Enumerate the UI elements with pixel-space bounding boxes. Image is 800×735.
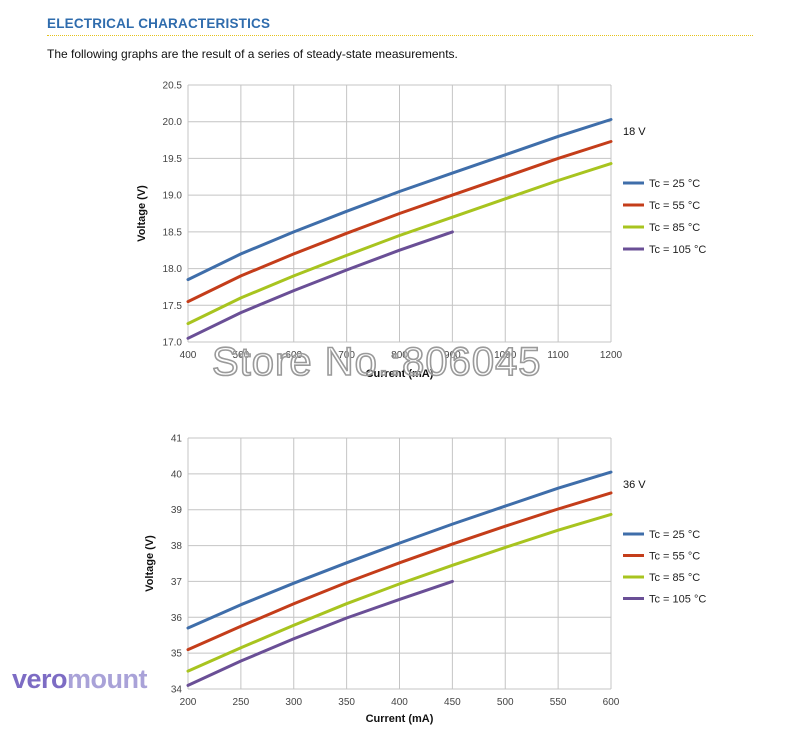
- y-tick-label: 40: [171, 469, 183, 480]
- brand-logo-part2: mount: [67, 664, 148, 694]
- x-tick-label: 800: [391, 350, 408, 361]
- x-tick-label: 700: [338, 350, 355, 361]
- x-tick-label: 900: [444, 350, 461, 361]
- y-tick-label: 38: [171, 541, 183, 552]
- x-tick-label: 350: [338, 697, 355, 708]
- x-tick-label: 200: [180, 697, 197, 708]
- y-tick-label: 35: [171, 649, 183, 660]
- legend-label: Tc = 85 °C: [649, 222, 700, 234]
- y-tick-label: 20.0: [163, 117, 183, 128]
- series-line: [186, 512, 613, 673]
- y-tick-label: 19.0: [163, 191, 183, 202]
- series-line: [186, 491, 613, 652]
- y-tick-label: 17.0: [163, 338, 183, 349]
- x-tick-label: 300: [285, 697, 302, 708]
- y-axis-label: Voltage (V): [136, 185, 148, 242]
- y-tick-label: 37: [171, 577, 183, 588]
- x-tick-label: 400: [180, 350, 197, 361]
- x-axis-label: Current (mA): [366, 368, 434, 380]
- y-tick-label: 39: [171, 505, 183, 516]
- series-line: [186, 579, 454, 687]
- x-tick-label: 400: [391, 697, 408, 708]
- voltage-annotation: 18 V: [623, 126, 646, 138]
- x-tick-label: 1000: [494, 350, 517, 361]
- legend-label: Tc = 25 °C: [649, 529, 700, 541]
- y-tick-label: 18.5: [163, 227, 183, 238]
- section-divider: [47, 35, 753, 36]
- chart-18v: 17.0 17.5 18.0 18.5 19.0 19.5 20.0 20.5 400 500 60…: [136, 81, 706, 381]
- intro-text: The following graphs are the result of a…: [47, 47, 458, 61]
- series-line: [186, 162, 613, 326]
- legend-label: Tc = 105 °C: [649, 244, 706, 256]
- x-tick-label: 600: [285, 350, 302, 361]
- series-line: [186, 230, 454, 340]
- y-tick-label: 36: [171, 613, 183, 624]
- x-tick-label: 500: [233, 350, 250, 361]
- legend-label: Tc = 105 °C: [649, 594, 706, 606]
- brand-logo: veromount: [12, 664, 148, 695]
- x-tick-label: 250: [233, 697, 250, 708]
- voltage-annotation: 36 V: [623, 479, 646, 491]
- x-tick-label: 1200: [600, 350, 623, 361]
- y-tick-label: 41: [171, 434, 183, 445]
- y-tick-label: 34: [171, 685, 183, 696]
- legend-label: Tc = 25 °C: [649, 178, 700, 190]
- y-tick-label: 19.5: [163, 154, 183, 165]
- chart-36v: 34 35 36 37 38 39 40 41 200 250 300 350 400 450 500 550…: [144, 434, 706, 726]
- legend-label: Tc = 55 °C: [649, 200, 700, 212]
- y-tick-label: 18.0: [163, 264, 183, 275]
- x-tick-label: 450: [444, 697, 461, 708]
- x-tick-label: 600: [603, 697, 620, 708]
- section-title: ELECTRICAL CHARACTERISTICS: [47, 16, 271, 31]
- series-line: [186, 140, 613, 304]
- x-tick-label: 550: [550, 697, 567, 708]
- series-line: [186, 118, 613, 282]
- legend-label: Tc = 85 °C: [649, 572, 700, 584]
- series-line: [186, 470, 613, 630]
- x-tick-label: 1100: [547, 350, 569, 361]
- x-tick-label: 500: [497, 697, 514, 708]
- x-axis-label: Current (mA): [366, 713, 434, 725]
- brand-logo-part1: vero: [12, 664, 68, 694]
- y-axis-label: Voltage (V): [144, 535, 156, 592]
- y-tick-label: 17.5: [163, 301, 183, 312]
- store-watermark: Store No.:806045: [211, 339, 542, 385]
- legend-label: Tc = 55 °C: [649, 551, 700, 563]
- y-tick-label: 20.5: [163, 81, 183, 92]
